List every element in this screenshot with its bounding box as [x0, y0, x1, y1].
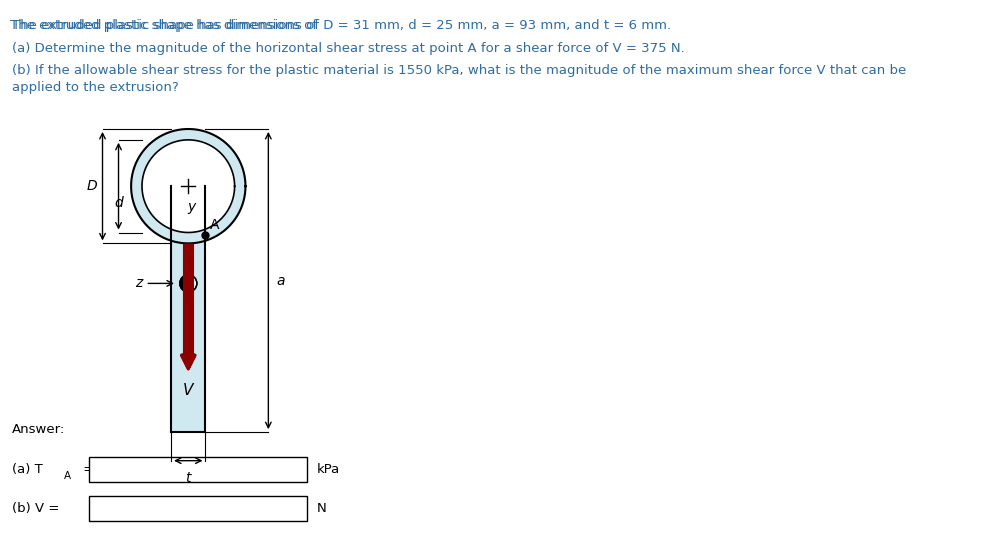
Wedge shape	[179, 275, 188, 292]
Text: Answer:: Answer:	[12, 423, 65, 435]
FancyBboxPatch shape	[89, 496, 307, 522]
Text: d: d	[114, 196, 123, 210]
Text: z: z	[136, 276, 143, 290]
Text: =: =	[79, 463, 94, 476]
Text: A: A	[210, 218, 220, 232]
Text: (b) If the allowable shear stress for the plastic material is 1550 kPa, what is : (b) If the allowable shear stress for th…	[12, 64, 906, 77]
Text: V: V	[183, 384, 193, 399]
Text: (a) Determine the magnitude of the horizontal shear stress at point A for a shea: (a) Determine the magnitude of the horiz…	[12, 42, 685, 54]
Text: (a) T: (a) T	[12, 463, 43, 476]
Polygon shape	[131, 129, 246, 244]
Wedge shape	[188, 275, 197, 292]
Polygon shape	[142, 140, 235, 232]
Text: A: A	[64, 471, 71, 481]
Text: The extruded plastic shape has dimensions of: The extruded plastic shape has dimension…	[10, 19, 321, 32]
Text: The extruded plastic shape has dimensions of D = 31 mm, d = 25 mm, a = 93 mm, an: The extruded plastic shape has dimension…	[12, 19, 671, 32]
Text: applied to the extrusion?: applied to the extrusion?	[12, 81, 178, 93]
Text: (b) V =: (b) V =	[12, 502, 59, 515]
Text: D: D	[87, 179, 97, 193]
Text: a: a	[276, 274, 285, 287]
Text: N: N	[317, 502, 327, 515]
FancyBboxPatch shape	[89, 457, 307, 482]
Bar	[171, 186, 205, 432]
Text: kPa: kPa	[317, 463, 340, 476]
Text: t: t	[185, 471, 191, 485]
Text: y: y	[187, 201, 195, 215]
